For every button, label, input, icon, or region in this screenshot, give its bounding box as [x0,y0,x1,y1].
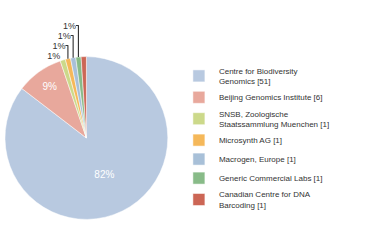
svg-text:1%: 1% [47,51,60,61]
svg-text:9%: 9% [42,81,57,92]
svg-text:1%: 1% [63,21,76,31]
svg-text:Beijing Genomics Institute [6]: Beijing Genomics Institute [6] [219,93,323,102]
svg-text:Macrogen, Europe [1]: Macrogen, Europe [1] [219,155,296,164]
svg-text:1%: 1% [52,41,65,51]
svg-text:Centre for BiodiversityGenomic: Centre for BiodiversityGenomics [51] [219,67,298,86]
svg-text:Canadian Centre for DNABarcodi: Canadian Centre for DNABarcoding [1] [219,190,311,209]
svg-text:SNSB, ZoologischeStaatssammlun: SNSB, ZoologischeStaatssammlung Muenchen… [219,110,329,129]
svg-text:1%: 1% [58,31,71,41]
svg-text:Generic Commercial Labs [1]: Generic Commercial Labs [1] [219,174,323,183]
svg-text:82%: 82% [94,169,114,180]
svg-text:Microsynth AG [1]: Microsynth AG [1] [219,136,282,145]
